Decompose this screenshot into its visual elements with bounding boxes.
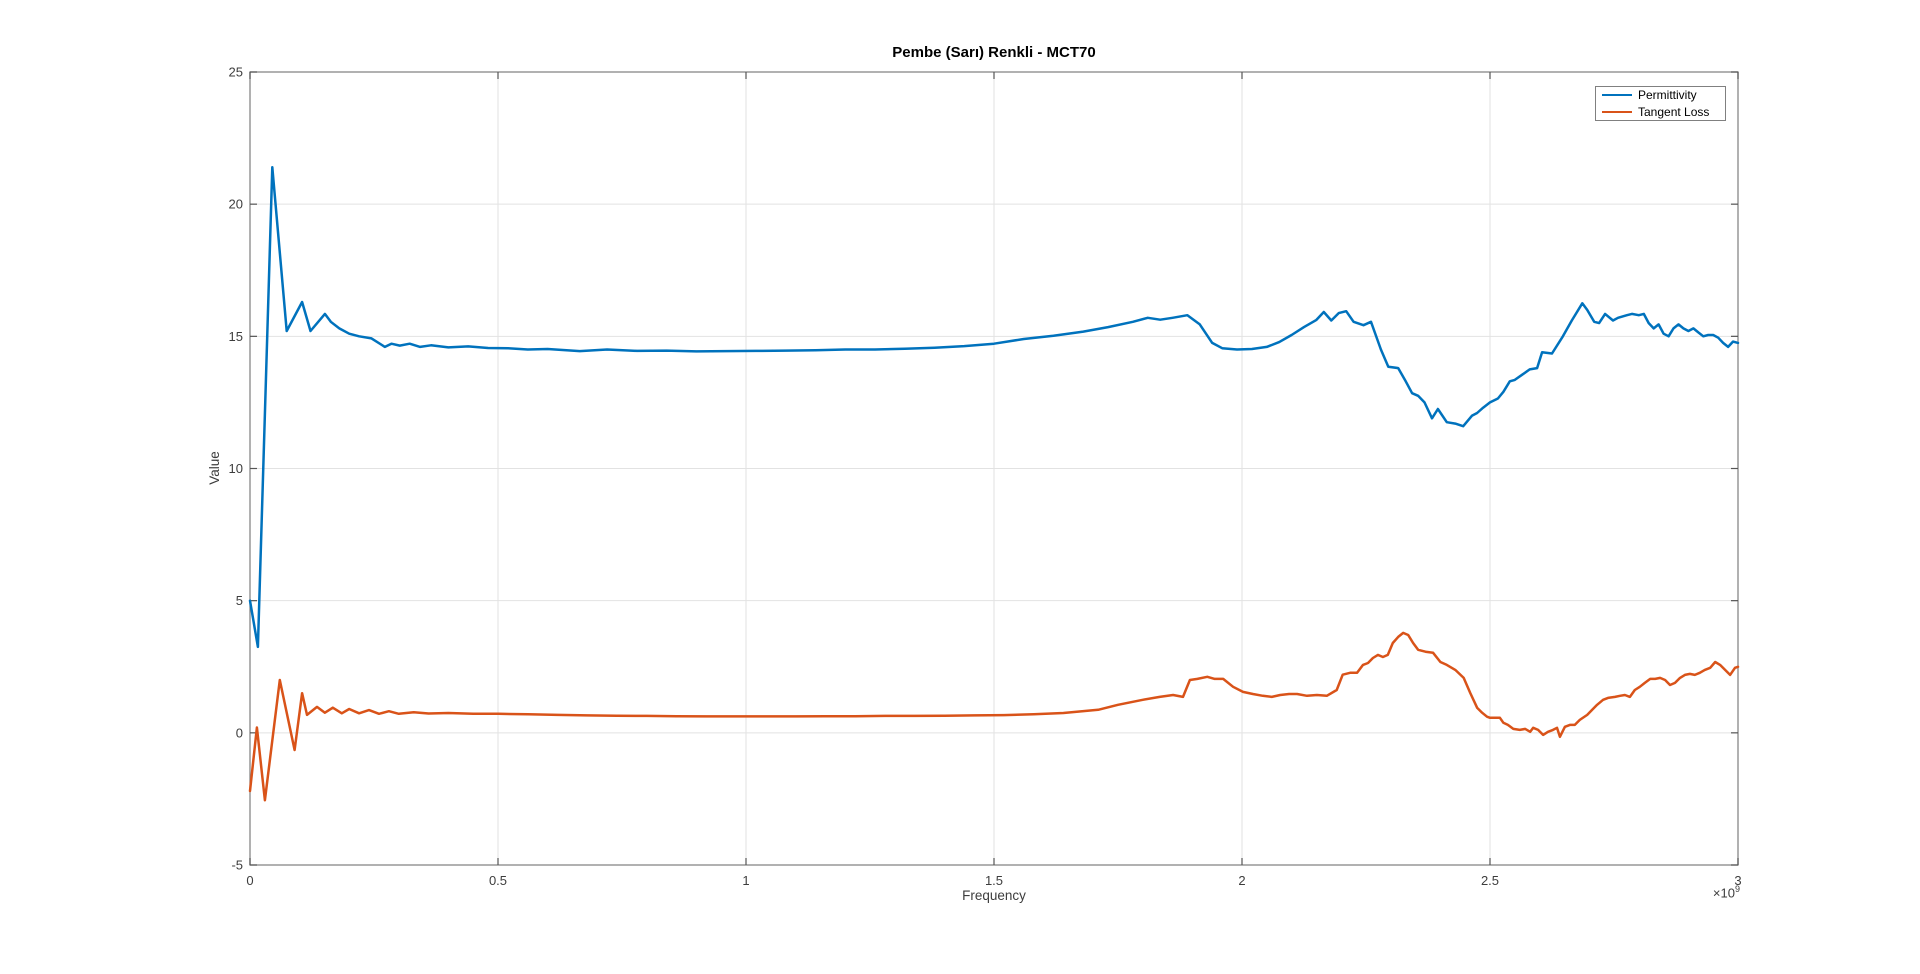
x-tick-label: 3 (1734, 873, 1741, 888)
y-tick-label: 5 (236, 593, 243, 608)
legend-label-tangent-loss: Tangent Loss (1638, 105, 1710, 119)
x-tick-label: 1 (742, 873, 749, 888)
x-tick-label: 2.5 (1481, 873, 1499, 888)
legend-line-swatch-permittivity (1602, 93, 1632, 97)
exponent-value: 9 (1734, 884, 1740, 894)
series-line-permittivity (248, 165, 1740, 649)
x-tick-label: 0 (246, 873, 253, 888)
exponent-base: ×10 (1712, 885, 1735, 901)
y-tick-label: 10 (229, 461, 243, 476)
y-tick-label: 0 (236, 725, 243, 740)
y-tick-label: 15 (229, 329, 243, 344)
x-tick-label: 2 (1238, 873, 1245, 888)
y-tick-label: 20 (229, 197, 243, 212)
y-tick-label: -5 (231, 858, 243, 873)
x-axis-label: Frequency (962, 888, 1026, 903)
legend-label-permittivity: Permittivity (1638, 88, 1697, 102)
x-axis-exponent-label: ×109 (1650, 884, 1740, 900)
legend-item-permittivity[interactable]: Permittivity (1602, 88, 1719, 102)
y-tick-label: 25 (229, 65, 243, 80)
legend-item-tangent-loss[interactable]: Tangent Loss (1602, 105, 1719, 119)
y-axis-label: Value (207, 451, 222, 485)
x-tick-label: 1.5 (985, 873, 1003, 888)
legend-line-swatch-tangent-loss (1602, 110, 1632, 114)
legend[interactable]: Permittivity Tangent Loss (1595, 86, 1726, 121)
series-line-tangent-loss (248, 631, 1740, 802)
chart-title: Pembe (Sarı) Renkli - MCT70 (892, 44, 1096, 61)
x-tick-label: 0.5 (489, 873, 507, 888)
